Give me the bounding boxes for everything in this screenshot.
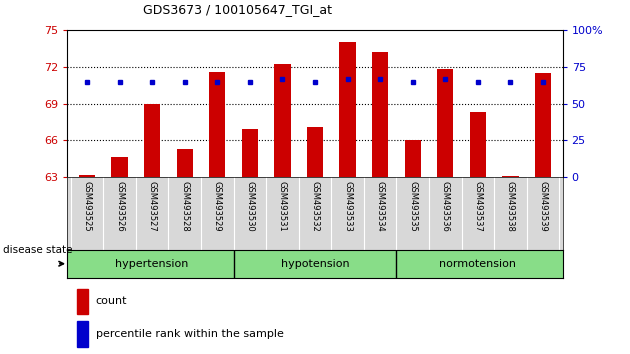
Text: normotension: normotension (439, 259, 517, 269)
Text: GSM493534: GSM493534 (375, 181, 385, 232)
Text: GSM493538: GSM493538 (506, 181, 515, 232)
Bar (77, 321, 88, 347)
Text: GSM493537: GSM493537 (473, 181, 483, 232)
Text: disease state: disease state (3, 245, 72, 255)
Text: GSM493530: GSM493530 (245, 181, 255, 232)
Text: count: count (96, 296, 127, 306)
Bar (502, 176, 518, 177)
Text: GSM493533: GSM493533 (343, 181, 352, 232)
Bar (535, 73, 551, 177)
Bar (274, 64, 290, 177)
Bar (77, 289, 88, 314)
Bar (372, 52, 388, 177)
Text: GSM493536: GSM493536 (441, 181, 450, 232)
Text: GSM493529: GSM493529 (213, 181, 222, 231)
Bar (340, 42, 356, 177)
Bar (79, 175, 95, 177)
Text: GSM493525: GSM493525 (83, 181, 91, 231)
Bar (242, 129, 258, 177)
Bar (209, 72, 226, 177)
Text: GDS3673 / 100105647_TGI_at: GDS3673 / 100105647_TGI_at (143, 3, 332, 16)
Bar (144, 103, 160, 177)
Bar (307, 127, 323, 177)
Bar (112, 158, 128, 177)
Bar (176, 149, 193, 177)
Text: percentile rank within the sample: percentile rank within the sample (96, 329, 284, 339)
Text: GSM493527: GSM493527 (147, 181, 157, 232)
Text: GSM493539: GSM493539 (539, 181, 547, 232)
Text: GSM493532: GSM493532 (311, 181, 319, 232)
Text: hypertension: hypertension (115, 259, 189, 269)
Text: GSM493528: GSM493528 (180, 181, 189, 232)
Bar (470, 112, 486, 177)
Bar (404, 140, 421, 177)
Text: GSM493531: GSM493531 (278, 181, 287, 232)
Text: GSM493535: GSM493535 (408, 181, 417, 232)
Bar (437, 69, 454, 177)
Text: GSM493526: GSM493526 (115, 181, 124, 232)
Text: hypotension: hypotension (281, 259, 349, 269)
